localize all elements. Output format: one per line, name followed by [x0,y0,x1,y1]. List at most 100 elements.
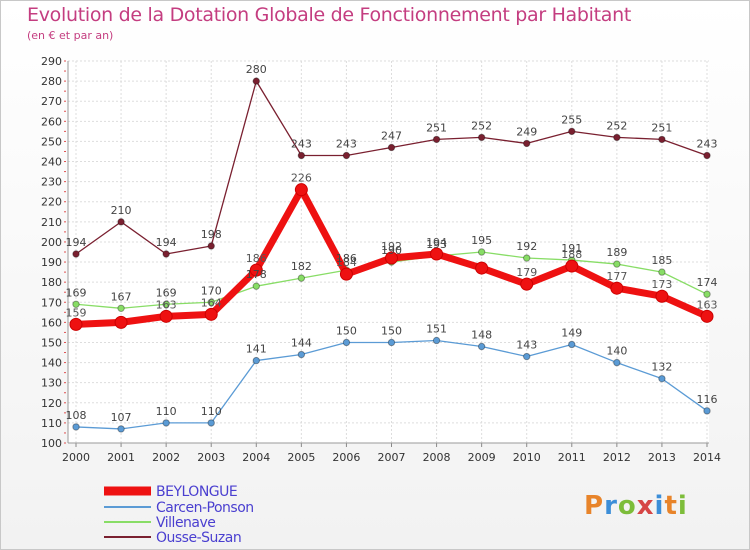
data-label: 116 [697,393,718,406]
data-point [162,250,170,258]
data-point [432,336,441,345]
data-label: 167 [111,290,132,303]
data-label: 194 [426,236,447,249]
data-point [613,260,621,268]
data-label: 251 [426,121,447,134]
legend: BEYLONGUECarcen-PonsonVillenaveOusse-Suz… [104,484,254,546]
y-tick-label: 290 [41,55,62,68]
data-point [297,151,306,160]
data-label: 159 [66,306,87,319]
data-label: 243 [291,137,312,150]
data-label: 173 [651,278,672,291]
y-axis: 100 110 120 130 140 150 160 170 180 190 200 210 220 2… [41,55,69,450]
data-point [703,407,711,415]
data-point [69,317,83,331]
data-label: 141 [246,343,267,356]
logo-letter: x [636,491,655,521]
data-point [252,77,260,85]
data-label: 148 [471,328,492,341]
y-tick-label: 230 [41,176,62,189]
data-point [387,338,396,347]
y-tick-label: 160 [41,316,62,329]
data-point [658,268,666,276]
data-point [655,289,669,303]
x-tick-label: 2008 [423,451,451,464]
data-point [204,307,218,321]
y-tick-label: 270 [41,95,62,108]
data-point [294,183,308,197]
y-tick-label: 100 [41,437,62,450]
data-label: 143 [516,339,537,352]
data-label: 243 [336,137,357,150]
data-point [387,143,396,152]
data-label: 251 [651,121,672,134]
series-lines [69,77,714,433]
data-label: 185 [651,254,672,267]
data-point [523,352,531,361]
data-label: 178 [246,268,267,281]
data-label: 169 [156,286,177,299]
chart-title: Evolution de la Dotation Globale de Fonc… [27,4,632,26]
x-tick-label: 2011 [558,451,586,464]
data-point [339,267,353,281]
data-label: 150 [336,324,357,337]
y-tick-label: 140 [41,357,62,370]
y-tick-label: 130 [41,377,62,390]
data-label: 247 [381,129,402,142]
y-tick-label: 240 [41,156,62,169]
data-point [565,259,579,273]
data-point [658,374,666,383]
x-tick-label: 2013 [648,451,676,464]
proxiti-logo: Proxiti [584,491,688,521]
data-label: 184 [336,256,357,269]
data-label: 255 [561,113,582,126]
data-point [700,309,714,323]
data-point [207,298,215,306]
data-point [658,135,666,144]
data-point [703,151,711,160]
x-tick-label: 2003 [197,451,225,464]
logo-letter: P [584,491,605,521]
data-label: 110 [156,405,177,418]
x-tick-label: 2009 [468,451,496,464]
data-label: 193 [426,238,447,251]
data-point [297,350,306,359]
y-tick-label: 170 [41,296,62,309]
data-point [477,342,486,351]
data-label: 226 [291,172,312,185]
data-label: 190 [381,244,402,257]
data-label: 194 [156,236,177,249]
data-label: 198 [201,228,222,241]
logo-letter: i [677,491,688,521]
legend-label: Villenave [156,515,215,531]
data-label: 188 [561,248,582,261]
data-label: 163 [697,298,718,311]
data-point [477,248,486,256]
y-tick-label: 220 [41,196,62,209]
data-point [342,151,351,160]
data-label: 110 [201,405,222,418]
data-label: 189 [606,246,627,259]
legend-label: BEYLONGUE [156,484,237,500]
y-tick-label: 250 [41,135,62,148]
y-tick-label: 110 [41,417,62,430]
data-point [523,254,531,262]
data-label: 186 [336,252,357,265]
data-label: 243 [697,137,718,150]
data-label: 151 [426,322,447,335]
data-point [385,251,398,265]
logo-letter: r [604,491,618,521]
data-point [430,247,444,261]
y-tick-label: 190 [41,256,62,269]
x-tick-label: 2000 [62,451,90,464]
x-tick-label: 2007 [378,451,406,464]
y-tick-label: 150 [41,336,62,349]
data-point [568,127,576,136]
logo-letter: i [654,491,665,521]
data-point [159,309,173,323]
data-point [72,300,80,308]
y-tick-label: 210 [41,216,62,229]
data-label: 177 [606,270,627,283]
